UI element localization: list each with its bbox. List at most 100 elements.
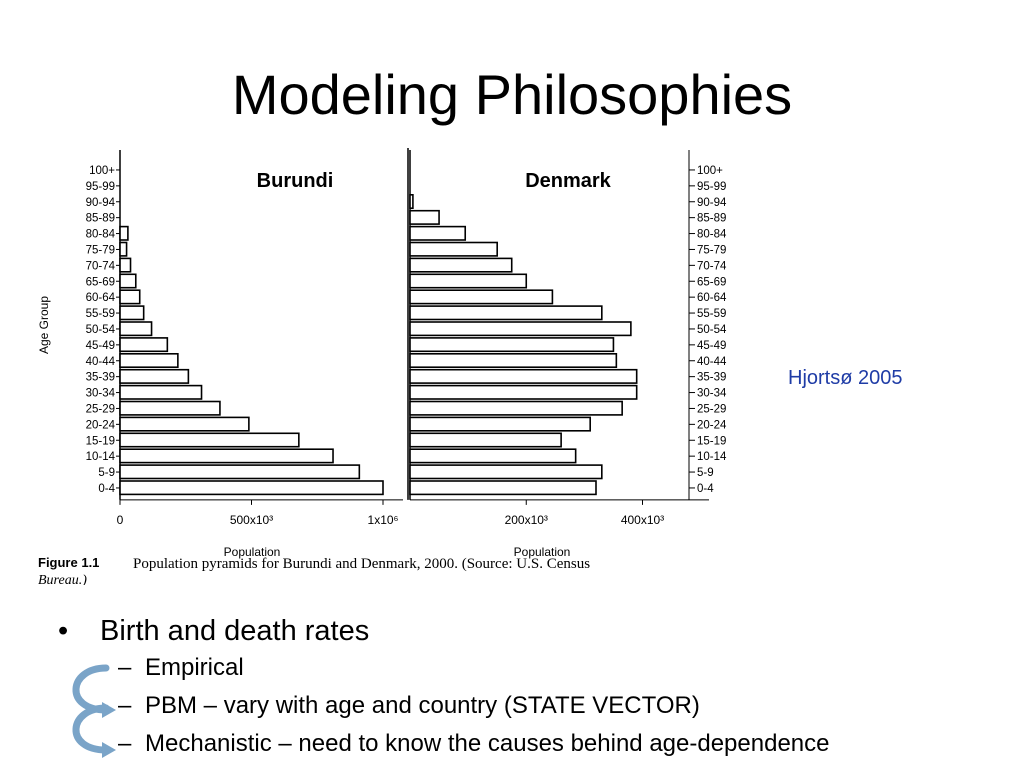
tick-label: 75-79 bbox=[697, 244, 726, 256]
tick-label: 10-14 bbox=[86, 451, 116, 463]
tick-label: 30-34 bbox=[697, 388, 727, 400]
tick-label: 45-49 bbox=[86, 340, 115, 352]
tick-label: 50-54 bbox=[697, 324, 727, 336]
bar-denmark-60-64 bbox=[409, 289, 554, 305]
panel-name: Denmark bbox=[525, 170, 611, 192]
x-tick-label: 200x10³ bbox=[505, 513, 548, 527]
bar-denmark-25-29 bbox=[409, 400, 623, 416]
sub-bullet-dash: – bbox=[118, 692, 132, 719]
caption-text-line2: Bureau.) bbox=[38, 573, 87, 585]
tick-label: 25-29 bbox=[697, 403, 726, 415]
bar-burundi-5-9 bbox=[119, 464, 361, 480]
bar-burundi-55-59 bbox=[119, 305, 145, 321]
tick-label: 60-64 bbox=[697, 292, 727, 304]
caption-label: Figure 1.1 bbox=[38, 555, 99, 570]
tick-label: 15-19 bbox=[86, 435, 115, 447]
bullet-marker: • bbox=[58, 615, 69, 647]
y-axis-title-text: Age Group bbox=[37, 296, 51, 354]
curved-arrows bbox=[72, 664, 116, 758]
tick-label: 10-14 bbox=[697, 451, 727, 463]
tick-label: 40-44 bbox=[86, 356, 116, 368]
tick-label: 70-74 bbox=[86, 260, 116, 272]
tick-label: 20-24 bbox=[697, 419, 727, 431]
caption-text: Population pyramids for Burundi and Denm… bbox=[133, 556, 590, 572]
curved-arrow-icon bbox=[72, 704, 110, 754]
bar-denmark-80-84 bbox=[409, 225, 467, 241]
y-axis-title: Age Group bbox=[37, 296, 51, 354]
bar-burundi-65-69 bbox=[119, 273, 137, 289]
arrow-head-icon bbox=[102, 742, 116, 758]
tick-label: 95-99 bbox=[86, 181, 115, 193]
tick-label: 55-59 bbox=[86, 308, 115, 320]
bar-burundi-35-39 bbox=[119, 368, 190, 384]
tick-label: 95-99 bbox=[697, 181, 726, 193]
x-axis-title: Population bbox=[514, 545, 571, 559]
tick-label: 100+ bbox=[89, 165, 115, 177]
bar-denmark-10-14 bbox=[409, 448, 577, 464]
population-pyramid-figure: Age Group 100+ 95-99 90-94 85-89 80-84 75-79 7… bbox=[37, 148, 727, 585]
tick-label: 15-19 bbox=[697, 435, 726, 447]
tick-label: 65-69 bbox=[697, 276, 726, 288]
sub-bullet-empirical: Empirical bbox=[145, 654, 244, 681]
tick-label: 45-49 bbox=[697, 340, 726, 352]
tick-label: 75-79 bbox=[86, 244, 115, 256]
bar-denmark-70-74 bbox=[409, 257, 513, 273]
tick-label: 50-54 bbox=[86, 324, 116, 336]
bar-burundi-25-29 bbox=[119, 400, 221, 416]
sub-bullet-dash: – bbox=[118, 730, 132, 757]
tick-label: 80-84 bbox=[697, 229, 727, 241]
bar-denmark-30-34 bbox=[409, 384, 638, 400]
bar-burundi-45-49 bbox=[119, 337, 169, 353]
bar-denmark-75-79 bbox=[409, 241, 498, 257]
bar-burundi-75-79 bbox=[119, 241, 128, 257]
panel-name: Burundi bbox=[257, 170, 334, 192]
tick-label: 20-24 bbox=[86, 419, 116, 431]
tick-label: 0-4 bbox=[697, 483, 714, 495]
bar-burundi-15-19 bbox=[119, 432, 300, 448]
bar-denmark-20-24 bbox=[409, 416, 591, 432]
slide-title: Modeling Philosophies bbox=[231, 63, 793, 126]
tick-label: 25-29 bbox=[86, 403, 115, 415]
citation: Hjortsø 2005 bbox=[788, 367, 903, 389]
bar-denmark-35-39 bbox=[409, 368, 638, 384]
bar-burundi-80-84 bbox=[119, 225, 129, 241]
tick-label: 80-84 bbox=[86, 229, 116, 241]
curved-arrow-icon bbox=[72, 664, 110, 714]
x-tick-label: 500x10³ bbox=[230, 513, 273, 527]
bar-burundi-30-34 bbox=[119, 384, 203, 400]
bar-burundi-20-24 bbox=[119, 416, 250, 432]
tick-label: 55-59 bbox=[697, 308, 726, 320]
sub-bullet-dash: – bbox=[118, 654, 132, 681]
bullet-main: Birth and death rates bbox=[100, 615, 370, 647]
bar-burundi-10-14 bbox=[119, 448, 334, 464]
tick-label: 30-34 bbox=[86, 388, 116, 400]
tick-label: 5-9 bbox=[98, 467, 115, 479]
bar-denmark-0-4 bbox=[409, 480, 597, 496]
bar-denmark-65-69 bbox=[409, 273, 528, 289]
bar-burundi-40-44 bbox=[119, 353, 179, 369]
bar-burundi-0-4 bbox=[119, 480, 384, 496]
bar-denmark-55-59 bbox=[409, 305, 603, 321]
denmark-panel: 100+ 95-99 90-94 85-89 80-84 75-79 70-74 65-69 6… bbox=[409, 150, 727, 559]
tick-label: 5-9 bbox=[697, 467, 714, 479]
tick-label: 35-39 bbox=[86, 372, 115, 384]
tick-label: 70-74 bbox=[697, 260, 727, 272]
tick-label: 90-94 bbox=[697, 197, 727, 209]
x-tick-label: 400x10³ bbox=[621, 513, 664, 527]
bar-denmark-85-89 bbox=[409, 209, 440, 225]
burundi-panel: 100+ 95-99 90-94 85-89 80-84 75-79 70-74 65-69 6… bbox=[86, 148, 409, 559]
tick-label: 65-69 bbox=[86, 276, 115, 288]
x-axis-title: Population bbox=[224, 545, 281, 559]
bar-denmark-45-49 bbox=[409, 337, 615, 353]
tick-label: 100+ bbox=[697, 165, 723, 177]
bar-burundi-60-64 bbox=[119, 289, 141, 305]
tick-label: 40-44 bbox=[697, 356, 727, 368]
x-tick-label: 1x10⁶ bbox=[368, 513, 399, 527]
tick-label: 60-64 bbox=[86, 292, 116, 304]
bar-denmark-5-9 bbox=[409, 464, 603, 480]
bar-denmark-50-54 bbox=[409, 321, 632, 337]
sub-bullet-mechanistic: Mechanistic – need to know the causes be… bbox=[145, 730, 830, 757]
x-tick-label: 0 bbox=[117, 513, 124, 527]
tick-label: 90-94 bbox=[86, 197, 116, 209]
tick-label: 85-89 bbox=[86, 213, 115, 225]
